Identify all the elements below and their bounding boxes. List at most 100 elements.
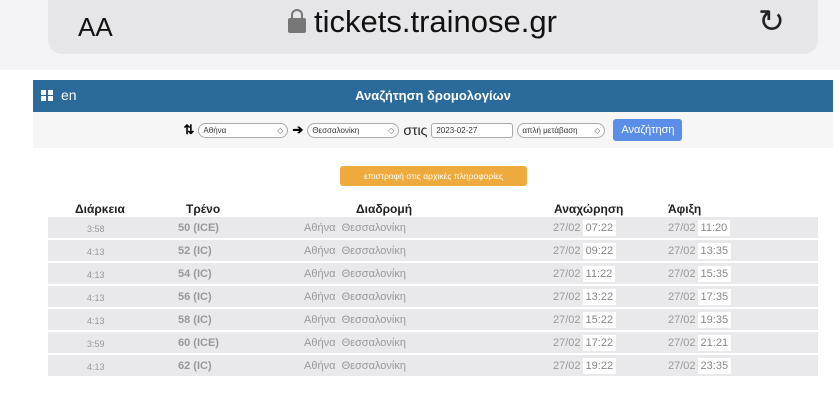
departure-date: 27/02 bbox=[553, 291, 581, 303]
train: 62 (IC) bbox=[178, 360, 212, 372]
browser-toolbar: AA tickets.trainose.gr ↻ bbox=[0, 0, 840, 70]
arrival: 27/02 13:35 bbox=[668, 243, 732, 259]
route-to: Θεσσαλονίκη bbox=[341, 291, 406, 303]
route: Αθήνα Θεσσαλονίκη bbox=[304, 222, 406, 234]
route-to: Θεσσαλονίκη bbox=[341, 360, 406, 372]
route-to: Θεσσαλονίκη bbox=[341, 222, 406, 234]
table-row[interactable]: 4:13 62 (IC) Αθήνα Θεσσαλονίκη 27/02 19:2… bbox=[48, 355, 818, 378]
table-row[interactable]: 4:13 54 (IC) Αθήνα Θεσσαλονίκη 27/02 11:2… bbox=[48, 263, 818, 286]
arrival-date: 27/02 bbox=[668, 314, 696, 326]
table-row[interactable]: 4:13 56 (IC) Αθήνα Θεσσαλονίκη 27/02 13:2… bbox=[48, 286, 818, 309]
departure-date: 27/02 bbox=[553, 314, 581, 326]
departure-time: 11:22 bbox=[582, 266, 616, 282]
departure-date: 27/02 bbox=[553, 222, 581, 234]
duration: 4:13 bbox=[87, 362, 105, 372]
departure: 27/02 11:22 bbox=[553, 266, 616, 282]
date-input[interactable]: 2023-02-27 bbox=[431, 122, 514, 138]
departure: 27/02 15:22 bbox=[553, 312, 617, 328]
select-arrows-icon: ◇ bbox=[594, 125, 601, 135]
departure: 27/02 13:22 bbox=[553, 289, 617, 305]
arrival-time: 21:21 bbox=[697, 335, 732, 351]
arrival-time: 13:35 bbox=[697, 243, 732, 259]
train: 54 (IC) bbox=[178, 268, 212, 280]
route: Αθήνα Θεσσαλονίκη bbox=[304, 314, 406, 326]
departure: 27/02 17:22 bbox=[553, 335, 617, 351]
date-value: 2023-02-27 bbox=[436, 125, 478, 135]
table-row[interactable]: 4:13 58 (IC) Αθήνα Θεσσαλονίκη 27/02 15:2… bbox=[48, 309, 818, 332]
route: Αθήνα Θεσσαλονίκη bbox=[304, 337, 406, 349]
route-from: Αθήνα bbox=[304, 360, 336, 372]
language-link[interactable]: en bbox=[61, 87, 77, 103]
route-from: Αθήνα bbox=[304, 291, 336, 303]
back-button[interactable]: επιστροφή στις αρχικές πληροφορίες bbox=[340, 166, 527, 186]
departure-time: 07:22 bbox=[582, 220, 617, 236]
trip-type-value: απλή μετάβαση bbox=[522, 125, 578, 135]
table-row[interactable]: 4:13 52 (IC) Αθήνα Θεσσαλονίκη 27/02 09:2… bbox=[48, 240, 818, 263]
menu-grid-icon[interactable] bbox=[41, 90, 53, 101]
route-from: Αθήνα bbox=[304, 268, 336, 280]
header-departure: Αναχώρηση bbox=[554, 202, 624, 216]
arrival: 27/02 17:35 bbox=[668, 289, 732, 305]
duration: 3:58 bbox=[87, 224, 105, 234]
table-row[interactable]: 3:59 60 (ICE) Αθήνα Θεσσαλονίκη 27/02 17:… bbox=[48, 332, 818, 355]
arrival: 27/02 23:35 bbox=[668, 358, 732, 374]
arrival-time: 23:35 bbox=[697, 358, 732, 374]
results-table: 3:58 50 (ICE) Αθήνα Θεσσαλονίκη 27/02 07:… bbox=[48, 217, 818, 378]
arrival-date: 27/02 bbox=[668, 245, 696, 257]
url-text: tickets.trainose.gr bbox=[314, 4, 557, 39]
from-value: Αθήνα bbox=[203, 125, 227, 135]
departure-time: 13:22 bbox=[582, 289, 617, 305]
lock-icon bbox=[288, 8, 306, 33]
arrival-date: 27/02 bbox=[668, 337, 696, 349]
departure-time: 19:22 bbox=[582, 358, 617, 374]
route: Αθήνα Θεσσαλονίκη bbox=[304, 291, 406, 303]
to-select[interactable]: Θεσσαλονίκη ◇ bbox=[307, 122, 400, 138]
header-train: Τρένο bbox=[186, 202, 221, 216]
header-arrival: Άφιξη bbox=[668, 202, 702, 216]
departure-date: 27/02 bbox=[553, 360, 581, 372]
duration: 4:13 bbox=[87, 293, 105, 303]
arrival: 27/02 21:21 bbox=[668, 335, 732, 351]
duration: 4:13 bbox=[87, 316, 105, 326]
departure-date: 27/02 bbox=[553, 245, 581, 257]
to-value: Θεσσαλονίκη bbox=[312, 125, 360, 135]
departure-time: 15:22 bbox=[582, 312, 617, 328]
train: 52 (IC) bbox=[178, 245, 212, 257]
on-label: στις bbox=[403, 122, 428, 138]
train: 56 (IC) bbox=[178, 291, 212, 303]
route-from: Αθήνα bbox=[304, 245, 336, 257]
page-header: en Αναζήτηση δρομολογίων bbox=[33, 80, 833, 112]
departure: 27/02 09:22 bbox=[553, 243, 617, 259]
duration: 4:13 bbox=[87, 270, 105, 280]
route-from: Αθήνα bbox=[304, 222, 336, 234]
route-to: Θεσσαλονίκη bbox=[341, 314, 406, 326]
arrival-time: 15:35 bbox=[697, 266, 732, 282]
header-route: Διαδρομή bbox=[356, 202, 413, 216]
arrival-time: 19:35 bbox=[697, 312, 732, 328]
select-arrows-icon: ◇ bbox=[388, 125, 395, 135]
train: 50 (ICE) bbox=[178, 222, 219, 234]
route-to: Θεσσαλονίκη bbox=[341, 268, 406, 280]
route-from: Αθήνα bbox=[304, 337, 336, 349]
arrival-date: 27/02 bbox=[668, 360, 696, 372]
duration: 4:13 bbox=[87, 247, 105, 257]
route-from: Αθήνα bbox=[304, 314, 336, 326]
arrival-time: 11:20 bbox=[697, 220, 731, 236]
swap-icon[interactable]: ⇅ bbox=[183, 122, 195, 137]
table-row[interactable]: 3:58 50 (ICE) Αθήνα Θεσσαλονίκη 27/02 07:… bbox=[48, 217, 818, 240]
search-button[interactable]: Αναζήτηση bbox=[613, 119, 683, 141]
departure: 27/02 07:22 bbox=[553, 220, 617, 236]
train: 60 (ICE) bbox=[178, 337, 219, 349]
departure-date: 27/02 bbox=[553, 337, 581, 349]
trip-type-select[interactable]: απλή μετάβαση ◇ bbox=[517, 122, 606, 138]
route-to: Θεσσαλονίκη bbox=[341, 245, 406, 257]
arrival-date: 27/02 bbox=[668, 268, 696, 280]
address-bar[interactable] bbox=[48, 0, 818, 54]
from-select[interactable]: Αθήνα ◇ bbox=[198, 122, 289, 138]
arrival-date: 27/02 bbox=[668, 291, 696, 303]
arrival-time: 17:35 bbox=[697, 289, 732, 305]
reload-icon[interactable]: ↻ bbox=[758, 3, 785, 39]
text-size-button[interactable]: AA bbox=[78, 12, 113, 42]
header-duration: Διάρκεια bbox=[75, 202, 125, 216]
url-display[interactable]: tickets.trainose.gr bbox=[288, 4, 557, 40]
